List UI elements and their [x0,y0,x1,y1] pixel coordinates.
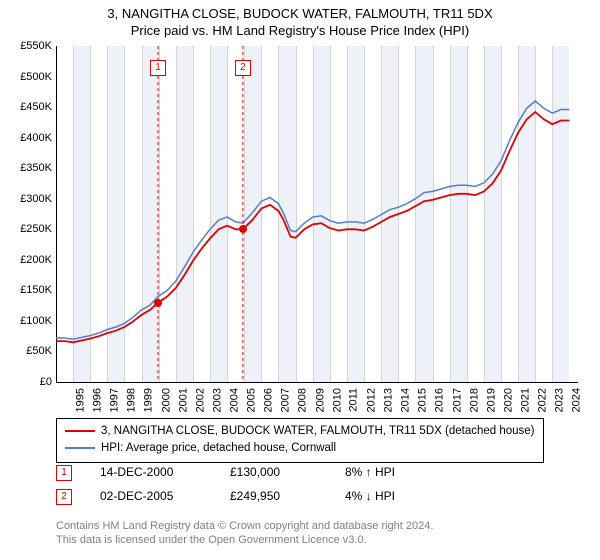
sale-date: 02-DEC-2005 [100,489,173,503]
sale-date: 14-DEC-2000 [100,465,173,479]
footer-line1: Contains HM Land Registry data © Crown c… [56,520,433,532]
callout-marker: 1 [150,60,166,76]
legend-label: 3, NANGITHA CLOSE, BUDOCK WATER, FALMOUT… [101,425,535,437]
sale-point [239,225,247,233]
sale-row-marker: 1 [56,465,72,481]
sale-row-marker: 2 [56,489,72,505]
chart-lines [0,0,600,560]
series-hpi [56,101,569,339]
callout-marker: 2 [235,60,251,76]
legend-swatch [65,447,95,449]
legend-label: HPI: Average price, detached house, Corn… [101,442,336,454]
legend-item: HPI: Average price, detached house, Corn… [65,440,535,457]
legend: 3, NANGITHA CLOSE, BUDOCK WATER, FALMOUT… [56,418,544,463]
legend-item: 3, NANGITHA CLOSE, BUDOCK WATER, FALMOUT… [65,423,535,440]
sale-price: £249,950 [230,489,280,503]
sale-point [154,299,162,307]
legend-swatch [65,430,95,432]
sale-price: £130,000 [230,465,280,479]
series-price-paid [56,112,569,342]
sale-delta: 8% ↑ HPI [345,465,395,479]
sale-delta: 4% ↓ HPI [345,489,395,503]
footer-line2: This data is licensed under the Open Gov… [56,534,367,546]
